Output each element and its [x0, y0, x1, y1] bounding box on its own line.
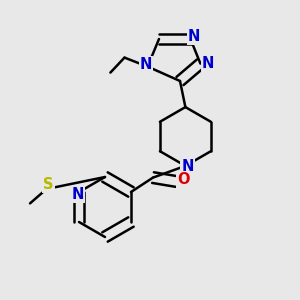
Text: S: S	[43, 177, 54, 192]
Text: N: N	[202, 56, 214, 70]
Text: O: O	[177, 172, 189, 188]
Text: N: N	[71, 187, 84, 202]
Text: N: N	[188, 29, 200, 44]
Text: N: N	[182, 159, 194, 174]
Text: N: N	[140, 57, 152, 72]
